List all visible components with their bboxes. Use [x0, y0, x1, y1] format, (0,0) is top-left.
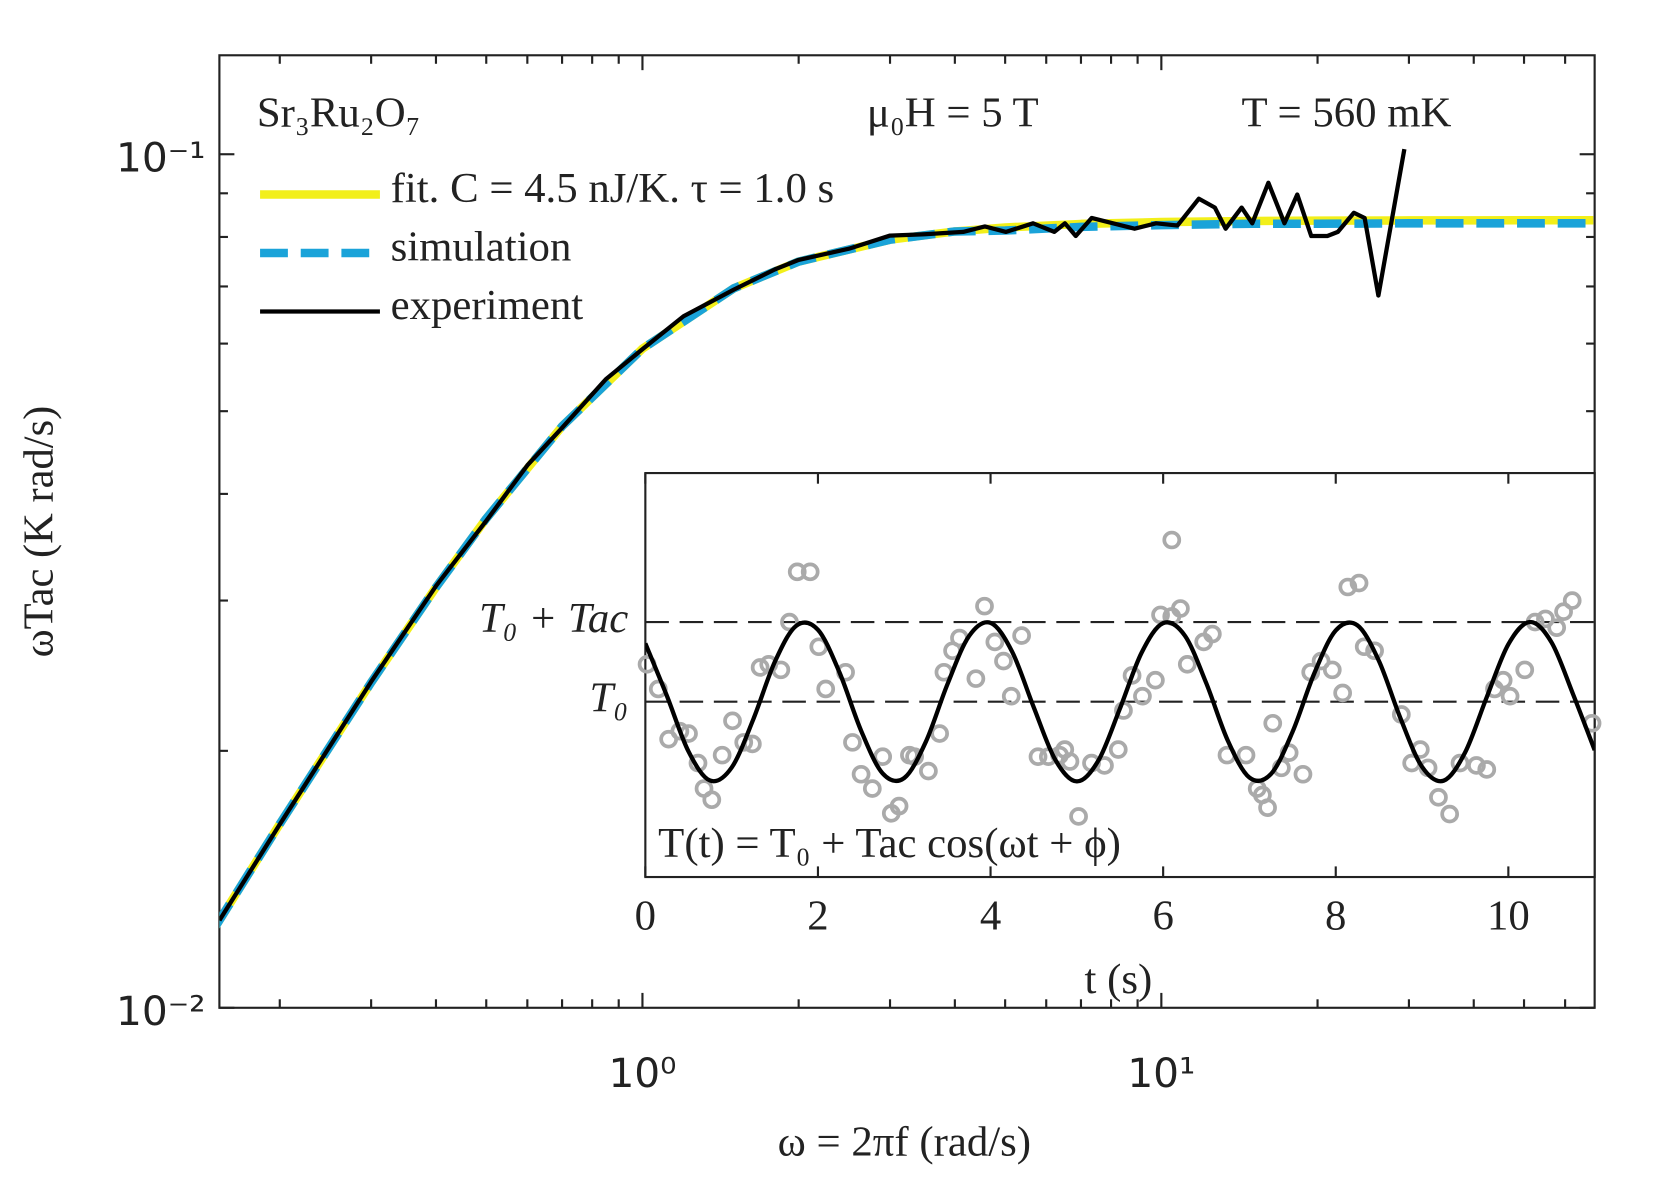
data-point: [1536, 609, 1555, 629]
data-point: [1060, 752, 1080, 771]
data-point: [750, 658, 770, 677]
data-point: [1028, 747, 1048, 767]
x-tick-label: 6: [1152, 892, 1173, 939]
data-point: [1146, 670, 1165, 690]
data-point: [975, 596, 994, 616]
data-point: [889, 796, 909, 816]
data-point: [1429, 788, 1448, 807]
data-point: [1547, 618, 1567, 637]
data-point: [1338, 577, 1358, 597]
data-point: [702, 790, 722, 810]
data-point: [1477, 760, 1497, 779]
data-point: [800, 562, 820, 582]
data-point: [1177, 654, 1197, 674]
data-point: [1493, 670, 1513, 690]
x-tick-label: 2: [807, 892, 828, 939]
data-point: [1258, 798, 1277, 818]
data-point: [1162, 530, 1182, 550]
data-point: [1333, 683, 1353, 703]
y-tick-label: T₀: [590, 675, 629, 722]
y-tick-label: 10⁻¹: [116, 134, 205, 182]
data-point: [1202, 624, 1222, 644]
data-point: [1554, 602, 1573, 622]
inset-background: [644, 472, 1596, 879]
data-point: [723, 711, 742, 731]
data-point: [1263, 713, 1283, 733]
x-tick-label: 0: [635, 892, 656, 939]
x-axis-label: t (s): [1085, 956, 1153, 1003]
data-point: [862, 779, 882, 798]
legend-label: simulation: [391, 224, 572, 271]
data-point: [985, 632, 1005, 652]
data-point: [1069, 807, 1088, 826]
data-point: [1108, 740, 1128, 759]
data-line: [219, 148, 1407, 922]
y-tick-label: T₀ + Tac: [479, 595, 628, 642]
data-point: [712, 745, 732, 765]
fit-line: [645, 619, 1595, 784]
data-point: [1500, 686, 1520, 706]
data-point: [966, 669, 986, 688]
data-point: [843, 733, 862, 752]
data-point: [1171, 599, 1190, 618]
data-point: [919, 761, 938, 781]
x-tick-label: 10⁰: [608, 1049, 676, 1097]
annotation: T = 560 mK: [1241, 90, 1451, 137]
data-point: [816, 679, 836, 699]
data-point: [787, 562, 807, 582]
annotation: Sr₃Ru₂O₇: [257, 90, 421, 137]
data-point: [873, 747, 893, 767]
x-tick-label: 8: [1325, 892, 1346, 939]
data-point: [994, 651, 1013, 671]
annotation: μ₀H = 5 T: [867, 90, 1039, 137]
y-tick-label: 10⁻²: [116, 987, 205, 1035]
data-point: [1440, 804, 1460, 824]
data-point: [1133, 686, 1152, 706]
x-tick-label: 10¹: [1127, 1049, 1195, 1097]
data-point: [670, 721, 690, 741]
data-point: [1293, 764, 1313, 784]
x-tick-label: 10: [1487, 892, 1530, 939]
data-point: [1562, 591, 1582, 610]
data-point: [1001, 686, 1021, 706]
x-tick-label: 4: [980, 892, 1001, 939]
data-point: [1322, 660, 1342, 680]
data-point: [734, 733, 754, 752]
annotation: T(t) = T₀ + Tac cos(ωt + ϕ): [658, 820, 1121, 867]
y-axis-label: ωTac (K rad/s): [16, 406, 63, 658]
data-point: [1365, 641, 1384, 661]
x-axis-label: ω = 2πf (rad/s): [778, 1119, 1031, 1166]
data-point: [1122, 666, 1142, 685]
data-point: [1467, 756, 1486, 775]
data-point: [1349, 573, 1369, 593]
data-point: [780, 612, 799, 632]
data-point: [930, 724, 949, 743]
data-point: [851, 764, 871, 784]
legend-label: experiment: [391, 282, 584, 329]
data-point: [1515, 660, 1535, 680]
data-point: [1236, 745, 1256, 765]
data-point: [1012, 626, 1031, 645]
legend-label: fit. C = 4.5 nJ/K. τ = 1.0 s: [391, 165, 835, 212]
